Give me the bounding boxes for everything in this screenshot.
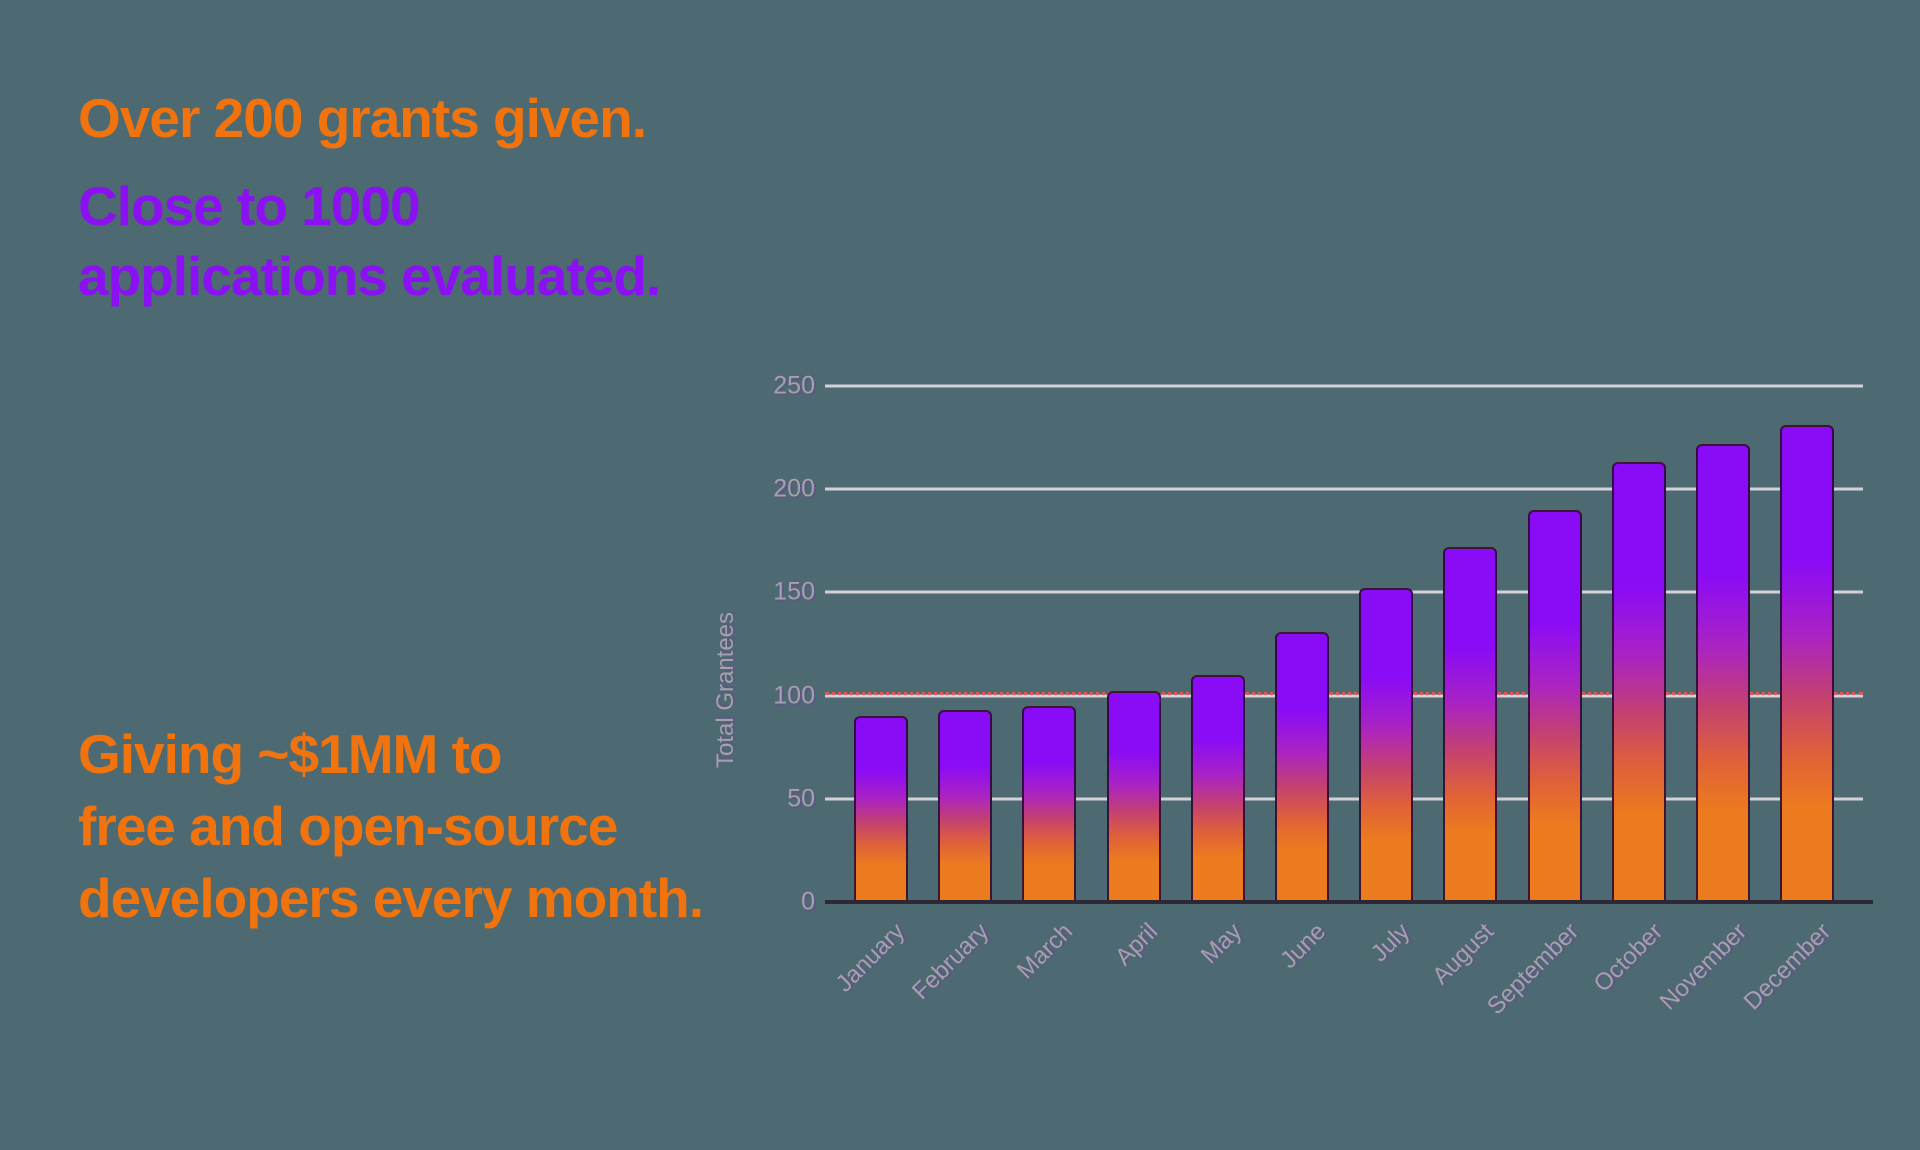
y-tick-50: 50 bbox=[787, 784, 815, 813]
y-tick-0: 0 bbox=[801, 887, 815, 916]
gridline-200 bbox=[825, 487, 1863, 491]
bar-february bbox=[938, 710, 993, 902]
y-tick-200: 200 bbox=[773, 474, 815, 503]
bar-july bbox=[1359, 588, 1414, 902]
bar-may bbox=[1190, 674, 1245, 902]
bar-november bbox=[1696, 443, 1750, 902]
bar-january bbox=[854, 716, 908, 902]
headline-grants-given: Over 200 grants given. bbox=[78, 87, 647, 149]
gridline-150 bbox=[825, 590, 1863, 594]
bar-march bbox=[1022, 705, 1077, 902]
subheadline-block: Giving ~$1MM to free and open-source dev… bbox=[78, 718, 704, 934]
bar-september bbox=[1527, 509, 1582, 902]
y-tick-150: 150 bbox=[773, 577, 815, 606]
headline-block: Over 200 grants given. Close to 1000 app… bbox=[78, 83, 718, 311]
gridline-100 bbox=[825, 694, 1863, 698]
gridline-250 bbox=[825, 384, 1863, 388]
bar-april bbox=[1106, 691, 1161, 902]
plot-area bbox=[825, 384, 1874, 904]
infographic-page: Over 200 grants given. Close to 1000 app… bbox=[78, 83, 1874, 1020]
grantees-bar-chart: Total Grantees 0 50 100 150 200 250 January Fe… bbox=[712, 371, 1874, 1020]
x-axis-line bbox=[825, 900, 1874, 904]
headline-applications-evaluated: Close to 1000 applications evaluated. bbox=[78, 175, 661, 307]
y-tick-100: 100 bbox=[773, 681, 815, 710]
bar-october bbox=[1611, 462, 1666, 902]
bar-august bbox=[1443, 547, 1498, 902]
bar-december bbox=[1780, 425, 1835, 902]
subheadline-line-foss: free and open-source bbox=[78, 795, 618, 857]
y-tick-250: 250 bbox=[773, 371, 815, 400]
bar-june bbox=[1275, 631, 1329, 902]
gridline-50 bbox=[825, 797, 1863, 801]
y-axis-title: Total Grantees bbox=[712, 611, 739, 769]
subheadline-line-monthly: developers every month. bbox=[78, 867, 704, 929]
threshold-line-100 bbox=[825, 691, 1863, 695]
subheadline-line-giving: Giving ~$1MM to bbox=[78, 723, 503, 785]
